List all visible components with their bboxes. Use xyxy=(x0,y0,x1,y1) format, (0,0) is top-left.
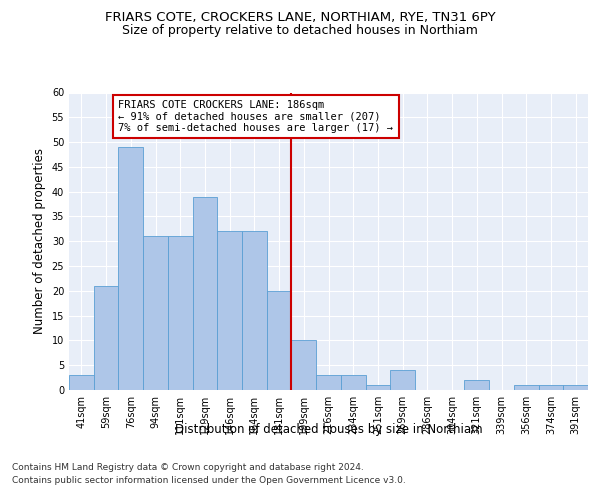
Bar xyxy=(193,196,217,390)
Bar xyxy=(242,232,267,390)
Text: Distribution of detached houses by size in Northiam: Distribution of detached houses by size … xyxy=(175,422,482,436)
Bar xyxy=(217,232,242,390)
Text: FRIARS COTE CROCKERS LANE: 186sqm
← 91% of detached houses are smaller (207)
7% : FRIARS COTE CROCKERS LANE: 186sqm ← 91% … xyxy=(118,100,394,133)
Bar xyxy=(341,375,365,390)
Bar xyxy=(69,375,94,390)
Bar xyxy=(168,236,193,390)
Y-axis label: Number of detached properties: Number of detached properties xyxy=(33,148,46,334)
Text: Contains public sector information licensed under the Open Government Licence v3: Contains public sector information licen… xyxy=(12,476,406,485)
Bar xyxy=(118,147,143,390)
Text: FRIARS COTE, CROCKERS LANE, NORTHIAM, RYE, TN31 6PY: FRIARS COTE, CROCKERS LANE, NORTHIAM, RY… xyxy=(104,11,496,24)
Bar xyxy=(464,380,489,390)
Bar xyxy=(94,286,118,390)
Text: Contains HM Land Registry data © Crown copyright and database right 2024.: Contains HM Land Registry data © Crown c… xyxy=(12,462,364,471)
Bar xyxy=(316,375,341,390)
Bar xyxy=(563,385,588,390)
Bar xyxy=(514,385,539,390)
Text: Size of property relative to detached houses in Northiam: Size of property relative to detached ho… xyxy=(122,24,478,37)
Bar xyxy=(539,385,563,390)
Bar xyxy=(365,385,390,390)
Bar xyxy=(390,370,415,390)
Bar xyxy=(267,291,292,390)
Bar xyxy=(292,340,316,390)
Bar xyxy=(143,236,168,390)
